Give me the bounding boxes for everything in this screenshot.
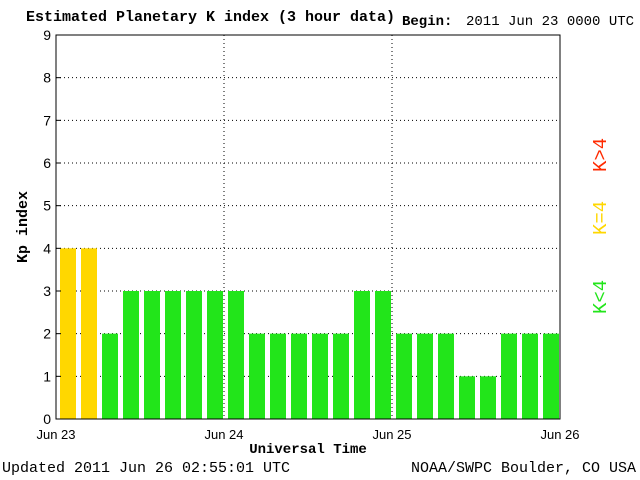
y-tick-label: 2 bbox=[43, 326, 51, 342]
chart-title: Estimated Planetary K index (3 hour data… bbox=[26, 9, 396, 26]
y-tick-label: 3 bbox=[43, 283, 51, 299]
kp-bar bbox=[522, 333, 538, 419]
bars-group bbox=[60, 248, 559, 419]
updated-timestamp: Updated 2011 Jun 26 02:55:01 UTC bbox=[2, 460, 291, 477]
y-tick-label: 1 bbox=[43, 368, 51, 384]
kp-bar bbox=[144, 291, 160, 419]
kp-bar bbox=[60, 248, 76, 419]
credit-line: NOAA/SWPC Boulder, CO USA bbox=[411, 460, 637, 477]
x-tick-label: Jun 26 bbox=[540, 427, 579, 442]
kp-bar bbox=[543, 333, 559, 419]
y-tick-label: 8 bbox=[43, 70, 51, 86]
kp-bar bbox=[480, 376, 496, 419]
kp-bar bbox=[333, 333, 349, 419]
x-axis-label: Universal Time bbox=[249, 442, 367, 458]
kp-bar bbox=[186, 291, 202, 419]
kp-bar bbox=[207, 291, 223, 419]
kp-bar bbox=[354, 291, 370, 419]
y-tick-label: 4 bbox=[43, 240, 51, 256]
plot-frame bbox=[55, 34, 561, 420]
kp-bar bbox=[165, 291, 181, 419]
kp-bar bbox=[270, 333, 286, 419]
legend-k-below-4: K<4 bbox=[590, 279, 612, 314]
grid-lines bbox=[56, 35, 560, 419]
kp-bar bbox=[459, 376, 475, 419]
kp-bar bbox=[228, 291, 244, 419]
kp-bar bbox=[312, 333, 328, 419]
legend-k-equal-4: K=4 bbox=[590, 200, 612, 235]
begin-value: 2011 Jun 23 0000 UTC bbox=[466, 14, 635, 30]
y-tick-label: 6 bbox=[43, 155, 51, 171]
y-tick-label: 0 bbox=[43, 411, 51, 427]
kp-bar bbox=[81, 248, 97, 419]
kp-bar bbox=[396, 333, 412, 419]
kp-bar bbox=[417, 333, 433, 419]
kp-bar bbox=[501, 333, 517, 419]
x-axis-ticks: Jun 23 Jun 24 Jun 25 Jun 26 bbox=[36, 427, 579, 442]
kp-bar bbox=[123, 291, 139, 419]
y-axis-ticks: 0 1 2 3 4 5 6 7 8 9 bbox=[43, 27, 61, 427]
x-tick-label: Jun 23 bbox=[36, 427, 75, 442]
x-tick-label: Jun 24 bbox=[204, 427, 243, 442]
begin-label: Begin: bbox=[402, 14, 453, 30]
y-tick-label: 5 bbox=[43, 198, 51, 214]
kp-bar bbox=[291, 333, 307, 419]
kp-bar bbox=[375, 291, 391, 419]
legend-k-above-4: K>4 bbox=[590, 137, 612, 172]
kp-bar bbox=[249, 333, 265, 419]
y-tick-label: 7 bbox=[43, 112, 51, 128]
y-axis-label: Kp index bbox=[15, 191, 32, 263]
kp-bar bbox=[438, 333, 454, 419]
kp-bar bbox=[102, 333, 118, 419]
y-tick-label: 9 bbox=[43, 27, 51, 43]
x-tick-label: Jun 25 bbox=[372, 427, 411, 442]
